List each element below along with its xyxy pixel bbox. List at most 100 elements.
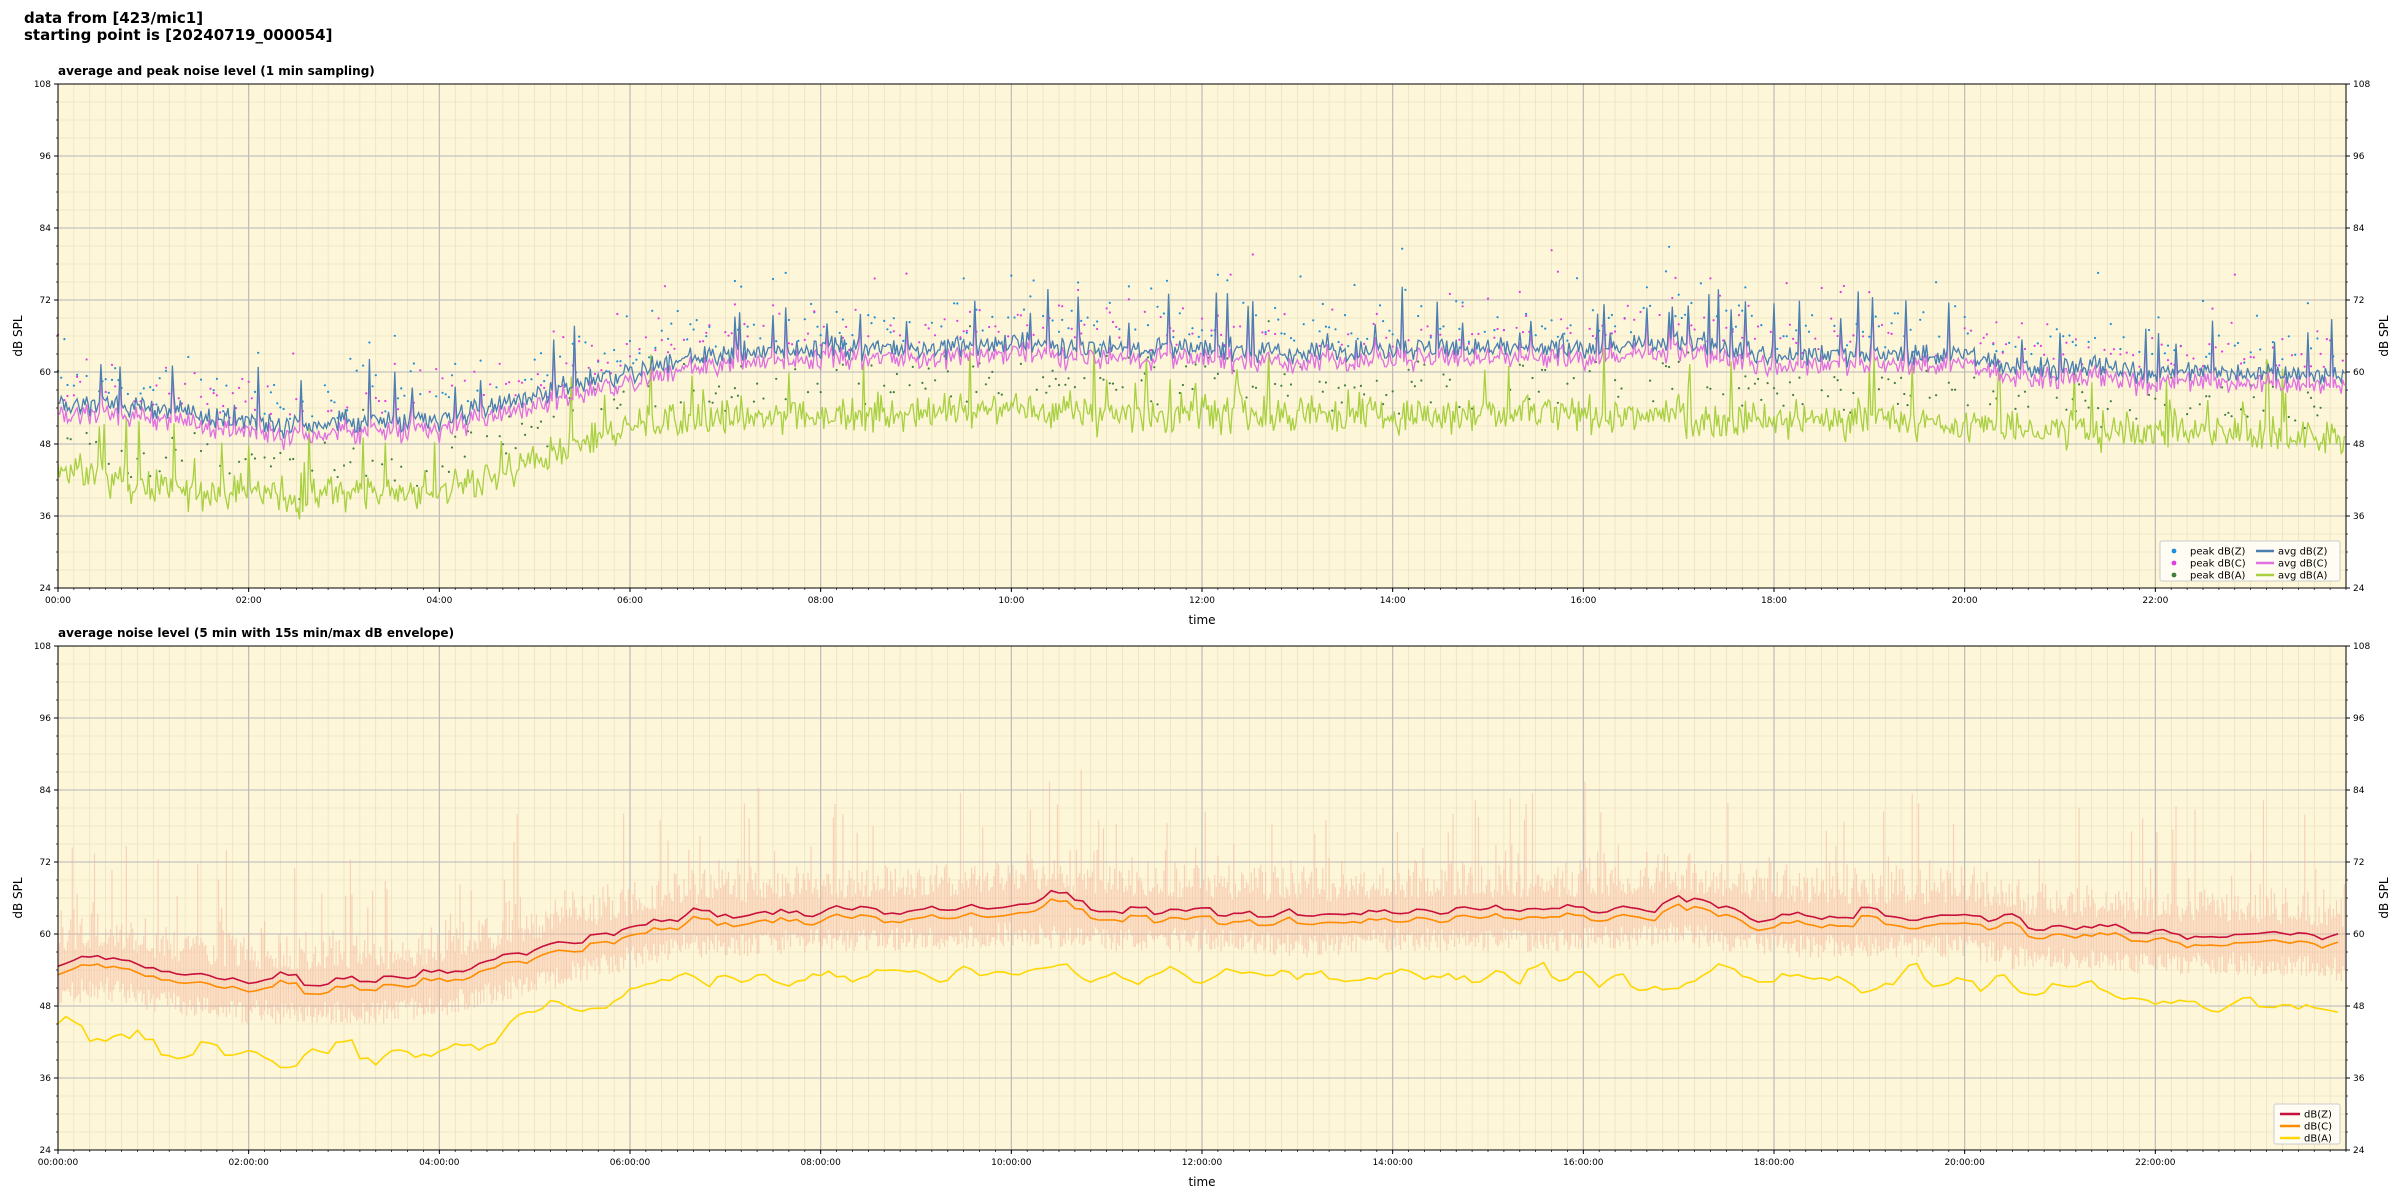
peak-dba-point	[1204, 365, 1207, 368]
peak-dbc-point	[1143, 310, 1146, 313]
peak-dbc-point	[1200, 317, 1204, 320]
peak-dbz-point	[1391, 333, 1394, 336]
peak-dbc-point	[1007, 335, 1010, 338]
peak-dba-point	[2081, 391, 2084, 394]
peak-dba-point	[1397, 412, 1401, 415]
peak-dbc-point	[1788, 323, 1791, 326]
peak-dbz-point	[1191, 327, 1194, 330]
peak-dbz-point	[810, 302, 813, 306]
peak-dba-point	[997, 392, 1000, 395]
peak-dba-point	[1836, 379, 1839, 382]
peak-dbc-point	[2325, 338, 2328, 341]
peak-dbz-point	[323, 384, 326, 387]
peak-dba-point	[1935, 394, 1938, 397]
peak-dbc-point	[552, 330, 555, 333]
peak-dbc-point	[2179, 345, 2182, 348]
y-tick-label-left: 36	[40, 512, 52, 522]
peak-dba-point	[2097, 407, 2100, 410]
peak-dba-point	[1528, 397, 1531, 401]
peak-dbz-point	[2138, 350, 2141, 353]
peak-dbc-point	[2001, 351, 2004, 354]
peak-dbz-point	[1938, 335, 1941, 338]
peak-dbc-point	[2020, 322, 2023, 325]
peak-dba-point	[206, 443, 209, 446]
peak-dbc-point	[536, 373, 539, 376]
peak-scatter-points	[56, 245, 2344, 501]
peak-dbc-point	[848, 348, 851, 351]
peak-dbc-point	[2278, 364, 2281, 367]
peak-dbc-point	[1556, 270, 1559, 273]
peak-dbc-point	[1979, 342, 1982, 345]
peak-dba-point	[1887, 378, 1890, 381]
y-tick-label-right: 24	[2353, 584, 2365, 594]
peak-dbc-point	[1839, 290, 1842, 294]
peak-dba-point	[1668, 365, 1671, 369]
y-tick-label-left: 72	[40, 296, 51, 306]
peak-dba-point	[2319, 406, 2322, 409]
peak-dbc-point	[1725, 326, 1728, 329]
peak-dbc-point	[803, 338, 806, 341]
peak-dbz-point	[965, 331, 968, 334]
dba-line	[57, 961, 2339, 1069]
peak-dbz-point	[638, 352, 641, 355]
peak-dbz-point	[1884, 346, 1887, 349]
peak-dbz-point	[841, 318, 845, 321]
peak-dba-point	[1776, 392, 1779, 395]
peak-dba-point	[1782, 404, 1785, 407]
peak-dbc-point	[206, 402, 209, 406]
peak-dbc-point	[867, 335, 870, 338]
peak-dbc-point	[327, 410, 330, 413]
peak-dbz-point	[1483, 330, 1486, 333]
peak-dbz-point	[1092, 324, 1096, 327]
peak-dbc-point	[628, 355, 632, 358]
peak-dbz-point	[1664, 270, 1668, 273]
peak-dba-point	[736, 394, 740, 397]
peak-dbz-point	[2119, 347, 2122, 351]
peak-dbz-point	[288, 417, 292, 420]
peak-dbz-point	[2294, 353, 2297, 356]
peak-dba-point	[2230, 415, 2233, 418]
peak-dbz-point	[660, 329, 663, 332]
peak-dbz-point	[2281, 358, 2284, 361]
peak-dbz-point	[746, 325, 749, 328]
peak-dbz-point	[1382, 320, 1385, 323]
peak-dbc-point	[1274, 332, 1277, 336]
peak-dbc-point	[927, 327, 930, 330]
peak-dbz-point	[279, 406, 282, 409]
peak-dbz-point	[114, 367, 117, 370]
peak-dbz-point	[708, 325, 711, 328]
peak-dba-point	[485, 435, 489, 438]
peak-dba-point	[1445, 385, 1448, 388]
peak-dba-point	[1019, 362, 1023, 365]
peak-dbc-point	[1633, 318, 1636, 321]
peak-dbz-point	[441, 391, 444, 394]
peak-dbc-point	[1658, 313, 1661, 317]
peak-dbz-point	[253, 390, 257, 393]
peak-dbc-point	[377, 399, 381, 403]
peak-dbz-point	[771, 277, 775, 281]
peak-dbz-point	[2049, 335, 2052, 338]
peak-dbz-point	[654, 346, 657, 349]
peak-dba-point	[1973, 376, 1976, 379]
peak-dba-point	[1880, 376, 1884, 379]
peak-dbz-point	[362, 364, 365, 367]
peak-dbc-point	[590, 344, 594, 347]
peak-dbz-point	[1429, 336, 1432, 339]
peak-dbc-point	[2074, 338, 2077, 341]
peak-dba-point	[762, 397, 765, 400]
peak-dbc-point	[2052, 357, 2055, 360]
peak-dba-point	[95, 440, 98, 444]
peak-dbz-point	[1680, 316, 1683, 320]
peak-dba-point	[1150, 400, 1153, 403]
peak-dbz-point	[1629, 331, 1633, 334]
peak-dbc-point	[593, 372, 597, 376]
peak-dbz-point	[759, 337, 762, 340]
peak-dbc-point	[819, 344, 822, 347]
peak-dbc-point	[463, 379, 466, 382]
peak-dbz-point	[1591, 309, 1594, 312]
peak-dbc-point	[1420, 328, 1423, 331]
y-axis-label-right: dB SPL	[2377, 877, 2391, 919]
peak-dbz-point	[1070, 309, 1073, 312]
y-tick-label-right: 72	[2353, 296, 2364, 306]
peak-dbz-point	[1776, 347, 1779, 350]
